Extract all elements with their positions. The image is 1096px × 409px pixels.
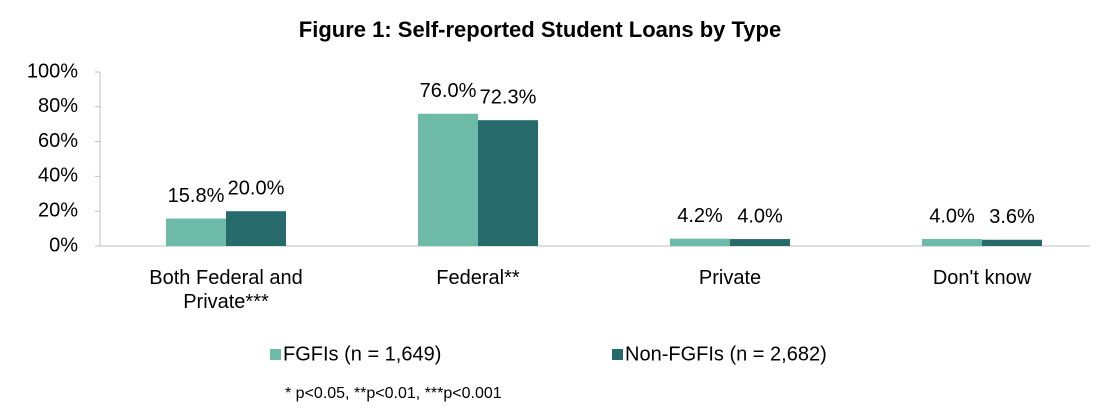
data-label: 76.0% [420, 80, 477, 102]
y-tick-label: 60% [38, 130, 78, 152]
y-tick-label: 40% [38, 165, 78, 187]
y-tick-label: 100% [27, 60, 78, 82]
bar [670, 238, 730, 246]
data-label: 20.0% [228, 177, 285, 199]
data-label: 4.0% [737, 205, 783, 227]
data-label: 3.6% [989, 206, 1035, 228]
x-tick-label: Don't know [932, 267, 1032, 289]
legend-label: FGFIs (n = 1,649) [283, 343, 441, 365]
legend-label: Non-FGFIs (n = 2,682) [625, 343, 827, 365]
bar [418, 113, 478, 246]
chart-title: Figure 1: Self-reported Student Loans by… [299, 17, 781, 42]
x-tick-label: Federal** [436, 267, 520, 289]
data-label: 15.8% [168, 185, 225, 207]
footnote: * p<0.05, **p<0.01, ***p<0.001 [285, 385, 502, 402]
bar [166, 218, 226, 246]
y-tick-label: 80% [38, 95, 78, 117]
y-tick-label: 0% [49, 234, 78, 256]
legend-swatch [270, 349, 281, 360]
x-tick-label: Private [698, 267, 762, 289]
y-tick-label: 20% [38, 199, 78, 221]
legend-swatch [612, 349, 623, 360]
bar [478, 120, 538, 246]
data-label: 72.3% [480, 86, 537, 108]
bar [730, 239, 790, 246]
data-label: 4.0% [929, 205, 975, 227]
data-label: 4.2% [677, 205, 723, 227]
x-tick-label: Both Federal and Private*** [149, 267, 303, 313]
bar [226, 211, 286, 246]
bar [922, 239, 982, 246]
bar [982, 239, 1042, 246]
